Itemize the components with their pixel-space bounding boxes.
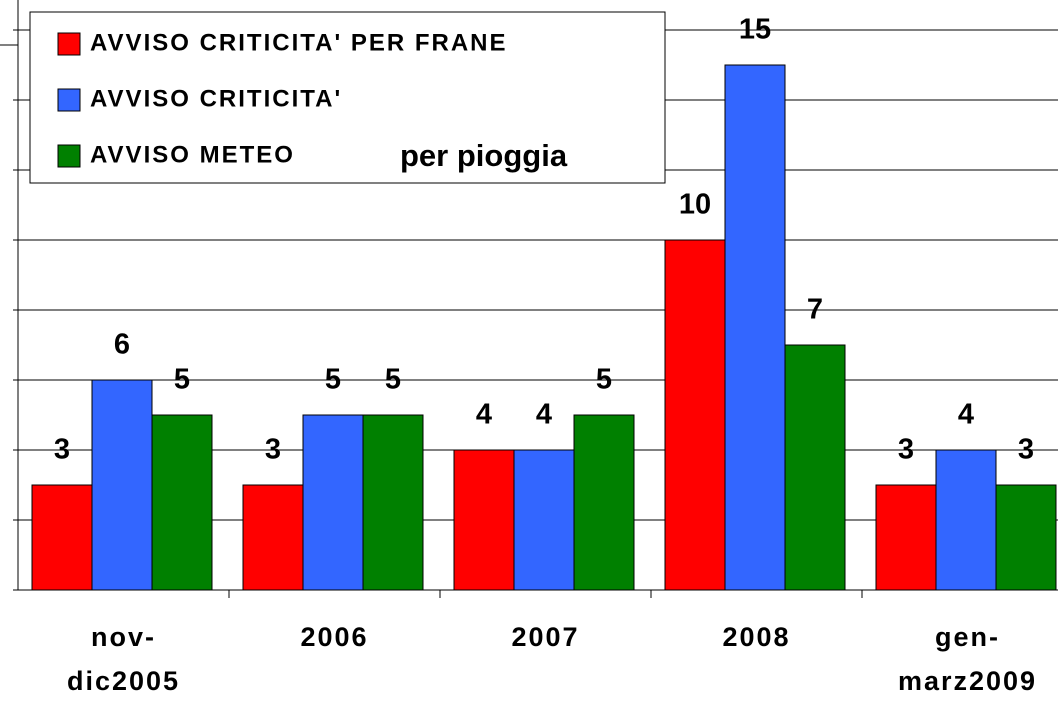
- value-label: 7: [807, 294, 823, 326]
- value-label: 3: [1018, 434, 1034, 466]
- legend-swatch: [57, 32, 81, 56]
- legend-swatch: [57, 88, 81, 112]
- x-tick-label: 2008: [722, 622, 791, 652]
- value-label: 3: [898, 434, 914, 466]
- value-label: 5: [385, 364, 401, 396]
- value-label: 5: [174, 364, 190, 396]
- value-label: 4: [476, 399, 492, 431]
- value-label: 6: [114, 329, 130, 361]
- value-label: 4: [536, 399, 552, 431]
- frame: [0, 0, 19, 46]
- bar: [362, 414, 424, 591]
- bar: [573, 414, 635, 591]
- value-label: 3: [54, 434, 70, 466]
- value-label: 5: [596, 364, 612, 396]
- bar: [664, 239, 726, 591]
- legend-label: AVVISO CRITICITA' PER FRANE: [90, 29, 508, 56]
- legend-box: [29, 11, 666, 184]
- legend-label: AVVISO CRITICITA': [90, 85, 342, 112]
- bar: [513, 449, 575, 591]
- bar: [935, 449, 997, 591]
- value-label: 10: [679, 189, 711, 221]
- value-label: 5: [325, 364, 341, 396]
- legend-swatch: [57, 144, 81, 168]
- x-tick-label: gen- marz2009: [897, 622, 1038, 696]
- bar: [995, 484, 1057, 591]
- bar: [453, 449, 515, 591]
- bar: [724, 64, 786, 591]
- x-tick-label: nov- dic2005: [66, 622, 181, 696]
- bar: [875, 484, 937, 591]
- x-tick-label: 2006: [300, 622, 369, 652]
- value-label: 4: [958, 399, 974, 431]
- bar: [91, 379, 153, 591]
- value-label: 15: [739, 14, 771, 46]
- bar: [302, 414, 364, 591]
- value-label: 3: [265, 434, 281, 466]
- bar: [784, 344, 846, 591]
- bar: [31, 484, 93, 591]
- bar: [151, 414, 213, 591]
- legend-label: AVVISO METEO: [90, 141, 295, 168]
- legend-note: per pioggia: [400, 138, 568, 173]
- bar: [242, 484, 304, 591]
- x-tick-label: 2007: [511, 622, 580, 652]
